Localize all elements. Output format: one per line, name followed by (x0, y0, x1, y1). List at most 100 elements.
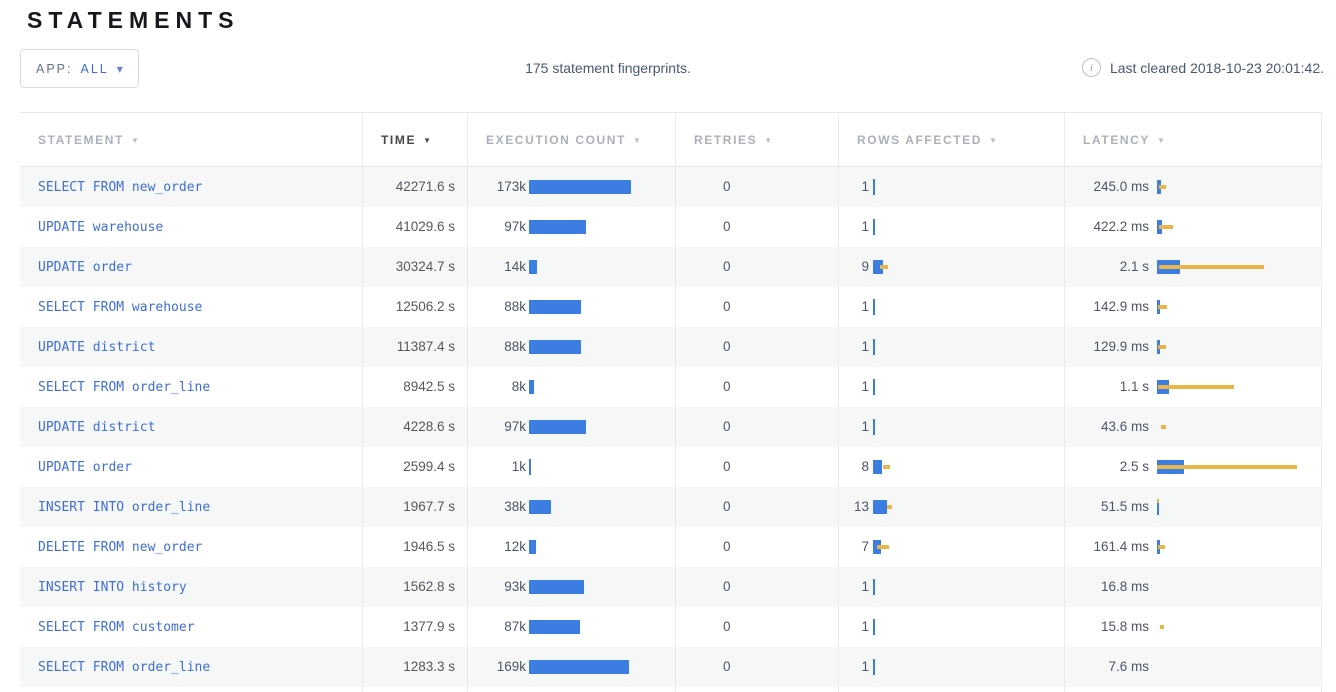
latency-bar (1157, 167, 1321, 207)
statement-link[interactable]: SELECT FROM new_order (38, 180, 203, 195)
bar-mean (529, 620, 580, 634)
rows-affected-value: 1 (861, 659, 869, 674)
bar-mean (529, 340, 581, 354)
rows-affected-cell: 1 (838, 567, 1064, 607)
bar-mean (873, 579, 875, 595)
statement-link[interactable]: UPDATE warehouse (38, 220, 164, 235)
rows-affected-cell: 9 (838, 247, 1064, 287)
retries-value: 0 (675, 247, 838, 287)
statement-link[interactable]: SELECT FROM order_line (38, 660, 211, 675)
rows-affected-value: 8 (861, 459, 869, 474)
table-body: SELECT FROM new_order 42271.6 s 173k 0 1… (20, 167, 1322, 692)
rows-affected-cell: 1 (838, 407, 1064, 447)
latency-cell: 161.4 ms (1064, 527, 1322, 567)
bar-stddev (1158, 345, 1166, 349)
time-value: 1967.7 s (362, 487, 467, 527)
statement-link[interactable]: SELECT FROM warehouse (38, 300, 203, 315)
latency-bar (1157, 527, 1321, 567)
latency-value: 2.5 s (1119, 459, 1149, 474)
bar-mean (873, 460, 882, 474)
latency-cell: 142.9 ms (1064, 287, 1322, 327)
retries-value: 0 (675, 487, 838, 527)
bar-stddev (1158, 385, 1234, 389)
rows-affected-cell: 1 (838, 207, 1064, 247)
table-row: UPDATE warehouse 41029.6 s 97k 0 1 422.2… (20, 207, 1322, 247)
app-filter-dropdown[interactable]: APP: ALL ▾ (20, 49, 139, 88)
time-value: 1377.9 s (362, 607, 467, 647)
column-header-latency[interactable]: LATENCY ▼ (1064, 113, 1322, 166)
rows-affected-cell: 1 (838, 167, 1064, 207)
statement-link[interactable]: DELETE FROM new_order (38, 540, 203, 555)
execution-count-value: 173k (496, 179, 526, 194)
app-filter-label: APP: (36, 61, 73, 76)
execution-count-cell: 97k (467, 407, 675, 447)
statement-link[interactable]: INSERT INTO history (38, 580, 187, 595)
statement-link[interactable]: SELECT FROM customer (38, 620, 195, 635)
statement-link[interactable]: UPDATE district (38, 340, 156, 355)
column-header-execution-count[interactable]: EXECUTION COUNT ▼ (467, 113, 675, 166)
latency-cell: 7.6 ms (1064, 647, 1322, 687)
column-header-rows-affected[interactable]: ROWS AFFECTED ▼ (838, 113, 1064, 166)
bar-mean (873, 419, 875, 435)
table-row: UPDATE order 2599.4 s 1k 0 8 2.5 s (20, 447, 1322, 487)
bar-stddev (1158, 545, 1165, 549)
execution-count-cell: 93k (467, 567, 675, 607)
execution-count-value: 1k (511, 459, 526, 474)
empty-cell (362, 687, 467, 692)
statements-table: STATEMENT ▼ TIME ▼ EXECUTION COUNT ▼ RETRIES ▼ R… (20, 112, 1322, 692)
rows-affected-cell: 1 (838, 287, 1064, 327)
latency-cell: 1.1 s (1064, 367, 1322, 407)
column-header-statement[interactable]: STATEMENT ▼ (20, 113, 362, 166)
rows-affected-value: 13 (853, 499, 869, 514)
execution-count-value: 38k (504, 499, 526, 514)
execution-count-value: 169k (496, 659, 526, 674)
column-header-time[interactable]: TIME ▼ (362, 113, 467, 166)
table-row: SELECT FROM order_line 1283.3 s 169k 0 1… (20, 647, 1322, 687)
execution-count-value: 12k (504, 539, 526, 554)
execution-count-cell: 8k (467, 367, 675, 407)
execution-count-value: 97k (504, 219, 526, 234)
table-row: UPDATE district 11387.4 s 88k 0 1 129.9 … (20, 327, 1322, 367)
empty-cell (467, 687, 675, 692)
execution-count-value: 88k (504, 299, 526, 314)
retries-value: 0 (675, 207, 838, 247)
latency-cell: 2.5 s (1064, 447, 1322, 487)
rows-affected-cell: 1 (838, 367, 1064, 407)
time-value: 8942.5 s (362, 367, 467, 407)
execution-count-cell: 88k (467, 327, 675, 367)
column-label: ROWS AFFECTED (857, 132, 983, 147)
empty-cell (1064, 687, 1322, 692)
app-filter-value: ALL (80, 61, 109, 76)
latency-bar (1157, 287, 1321, 327)
time-value: 30324.7 s (362, 247, 467, 287)
time-value: 11387.4 s (362, 327, 467, 367)
statement-link[interactable]: UPDATE order (38, 460, 132, 475)
empty-cell (20, 687, 362, 692)
bar-mean (873, 260, 883, 274)
retries-value: 0 (675, 567, 838, 607)
bar-mean (873, 379, 875, 395)
last-cleared: i Last cleared 2018-10-23 20:01:42. (1081, 58, 1324, 77)
statement-link[interactable]: INSERT INTO order_line (38, 500, 211, 515)
execution-count-cell: 173k (467, 167, 675, 207)
execution-count-value: 88k (504, 339, 526, 354)
chevron-down-icon: ▾ (116, 62, 123, 76)
latency-value: 422.2 ms (1093, 219, 1149, 234)
latency-value: 51.5 ms (1100, 499, 1149, 514)
latency-cell: 422.2 ms (1064, 207, 1322, 247)
retries-value: 0 (675, 527, 838, 567)
time-value: 42271.6 s (362, 167, 467, 207)
statement-link[interactable]: SELECT FROM order_line (38, 380, 211, 395)
rows-affected-value: 1 (861, 579, 869, 594)
latency-cell: 15.8 ms (1064, 607, 1322, 647)
bar-mean (873, 500, 887, 514)
statement-link[interactable]: UPDATE order (38, 260, 132, 275)
column-header-retries[interactable]: RETRIES ▼ (675, 113, 838, 166)
latency-value: 161.4 ms (1093, 539, 1149, 554)
statement-link[interactable]: UPDATE district (38, 420, 156, 435)
info-icon[interactable]: i (1081, 58, 1101, 77)
bar-mean (873, 219, 875, 235)
latency-cell: 43.6 ms (1064, 407, 1322, 447)
latency-bar (1157, 447, 1321, 487)
retries-value: 0 (675, 447, 838, 487)
